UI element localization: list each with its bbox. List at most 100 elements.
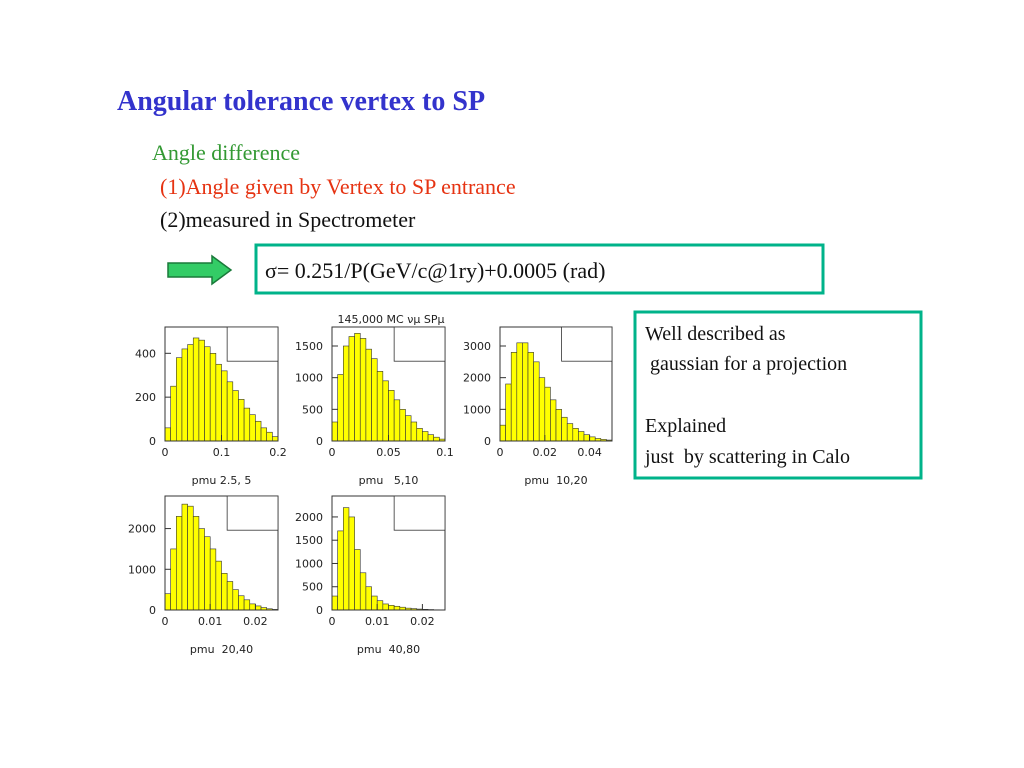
x-tick-label: 0.1 xyxy=(213,446,231,459)
histogram-bar xyxy=(272,436,279,442)
histogram-bar xyxy=(348,516,355,611)
histogram-bar xyxy=(192,337,200,442)
histogram-bar xyxy=(538,377,546,442)
plot-frame xyxy=(331,495,446,611)
x-tick-label: 0.01 xyxy=(365,615,390,628)
histogram-bar xyxy=(359,338,367,442)
y-tick-label: 1500 xyxy=(295,534,323,547)
y-tick-label: 3000 xyxy=(463,340,491,353)
y-tick-label: 1000 xyxy=(295,372,323,385)
histogram-bar xyxy=(337,530,344,611)
histogram-bar xyxy=(249,414,256,442)
histogram-bar xyxy=(533,361,540,442)
histogram-bar xyxy=(555,409,562,442)
stats-box xyxy=(561,326,613,362)
histogram-bar xyxy=(365,348,372,442)
histogram-bar xyxy=(348,336,355,442)
histogram-bar xyxy=(176,357,183,442)
y-tick-label: 500 xyxy=(302,403,323,416)
y-tick-label: 1000 xyxy=(128,563,156,576)
histogram-bar xyxy=(331,595,338,611)
histogram-bar xyxy=(393,605,401,611)
histogram-bar xyxy=(221,370,228,442)
histogram-bar xyxy=(516,342,523,442)
stats-box xyxy=(226,326,279,362)
y-tick-label: 0 xyxy=(149,604,156,617)
histogram-bar xyxy=(181,503,188,611)
histogram-bar xyxy=(243,599,251,611)
y-tick-label: 0 xyxy=(316,435,323,448)
histogram-bar xyxy=(204,346,211,442)
histogram-bar xyxy=(354,333,361,442)
histogram-bar xyxy=(232,390,239,442)
histogram-bar xyxy=(376,371,384,442)
histogram-bar xyxy=(260,427,267,442)
x-tick-label: 0.2 xyxy=(269,446,287,459)
histogram-bar xyxy=(578,431,585,442)
formula: σ= 0.251/P(GeV/c@1ry)+0.0005 (rad) xyxy=(265,258,605,283)
histogram-bar xyxy=(376,600,384,611)
histogram-bar xyxy=(255,605,262,611)
histogram-bar xyxy=(342,345,350,442)
histogram-bar xyxy=(187,344,194,442)
histogram-bar xyxy=(433,436,440,442)
formula-box xyxy=(254,243,825,295)
note-line: Well described as xyxy=(645,323,786,345)
histogram-bar xyxy=(215,560,222,611)
item: (2)measured in Spectrometer xyxy=(160,207,416,232)
histogram-bar xyxy=(371,358,378,442)
histogram-bar xyxy=(427,434,434,442)
y-tick-label: 0 xyxy=(149,435,156,448)
arrow xyxy=(167,254,233,286)
histogram-bar xyxy=(198,528,205,611)
histogram-bar xyxy=(382,603,389,611)
histogram-bar xyxy=(359,572,367,611)
x-tick-label: 0.02 xyxy=(410,615,435,628)
histogram-bar xyxy=(416,428,423,442)
histogram-bar xyxy=(164,593,171,611)
y-tick-label: 2000 xyxy=(463,372,491,385)
histogram-bar xyxy=(422,431,429,442)
y-tick-label: 1000 xyxy=(295,557,323,570)
x-tick-label: 0 xyxy=(329,615,336,628)
y-tick-label: 2000 xyxy=(128,523,156,536)
histogram-bar xyxy=(266,431,273,442)
histogram-bar xyxy=(550,399,557,442)
y-tick-label: 200 xyxy=(135,391,156,404)
x-tick-label: 0.01 xyxy=(198,615,223,628)
histogram-bar xyxy=(243,407,251,442)
histogram-bar xyxy=(187,505,194,611)
histogram-bar xyxy=(331,421,338,442)
x-axis-label: pmu 2.5, 5 xyxy=(192,474,252,487)
x-tick-label: 0.04 xyxy=(577,446,602,459)
x-tick-label: 0 xyxy=(162,446,169,459)
histogram-bar xyxy=(192,516,200,611)
slide-title: Angular tolerance vertex to SP xyxy=(117,86,485,117)
histogram-bar xyxy=(204,536,211,611)
stats-box xyxy=(393,495,446,531)
y-tick-label: 0 xyxy=(484,435,491,448)
y-tick-label: 2000 xyxy=(295,511,323,524)
histogram-bar xyxy=(221,573,228,611)
x-tick-label: 0.05 xyxy=(376,446,401,459)
histogram-bar xyxy=(583,434,590,442)
note-line: just by scattering in Calo xyxy=(644,446,850,468)
plots: 145,000 MC νμ SPμ 0 200 400 0 0.1 0.2 pmu 2.5,… xyxy=(128,313,613,656)
y-tick-label: 1000 xyxy=(463,403,491,416)
histogram-bar xyxy=(527,352,534,442)
histogram-bar xyxy=(405,415,412,442)
stats-box xyxy=(393,326,446,362)
histogram-bar xyxy=(410,421,418,442)
histogram-bar xyxy=(226,381,234,442)
x-tick-label: 0.02 xyxy=(243,615,268,628)
histogram-bar xyxy=(589,436,596,442)
histogram-bar xyxy=(215,363,222,442)
note-line: Explained xyxy=(645,415,726,437)
histogram-bar xyxy=(249,603,256,611)
x-axis-label: pmu 40,80 xyxy=(357,643,420,656)
histogram-bar xyxy=(371,595,378,611)
x-tick-label: 0.1 xyxy=(436,446,454,459)
item: (1)Angle given by Vertex to SP entrance xyxy=(160,174,516,199)
histogram-bar xyxy=(255,420,262,442)
x-axis-label: pmu 20,40 xyxy=(190,643,253,656)
